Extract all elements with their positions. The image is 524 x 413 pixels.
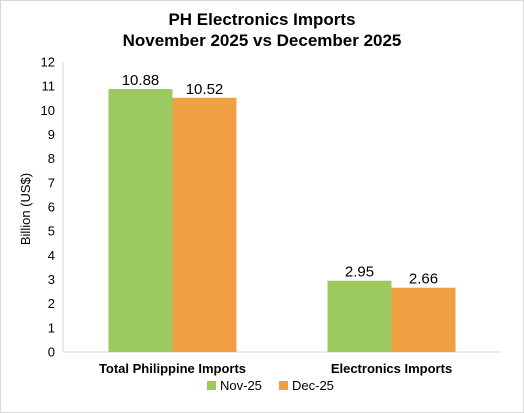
y-tick-label: 11 <box>42 79 56 94</box>
bar-nov-25-1 <box>108 89 173 353</box>
y-tick-label: 8 <box>48 151 55 166</box>
chart-title: PH Electronics Imports <box>168 10 355 29</box>
y-tick-label: 4 <box>48 248 55 263</box>
bar-nov-25-2 <box>327 280 392 352</box>
y-tick-label: 2 <box>48 296 55 311</box>
y-tick-label: 5 <box>48 224 55 239</box>
y-tick-label: 1 <box>48 320 55 335</box>
y-tick-label: 9 <box>48 127 55 142</box>
data-label: 10.52 <box>186 81 224 98</box>
bar-dec-25-1 <box>172 97 237 353</box>
data-label: 2.66 <box>409 271 438 288</box>
y-tick-label: 3 <box>48 272 55 287</box>
y-tick-label: 12 <box>41 55 55 70</box>
chart-subtitle: November 2025 vs December 2025 <box>123 31 402 50</box>
legend-swatch <box>207 381 216 390</box>
bar-dec-25-2 <box>391 287 456 352</box>
x-category-label: Electronics Imports <box>331 361 452 376</box>
y-axis-label: Billion (US$) <box>18 173 33 245</box>
x-category-label: Total Philippine Imports <box>99 361 246 376</box>
y-tick-label: 0 <box>48 345 55 360</box>
data-label: 2.95 <box>345 264 374 281</box>
legend-label: Dec-25 <box>292 378 334 393</box>
legend: Nov-25 Dec-25 <box>207 378 334 393</box>
legend-swatch <box>279 381 288 390</box>
legend-label: Nov-25 <box>220 378 262 393</box>
y-tick-label: 6 <box>48 200 55 215</box>
y-tick-label: 7 <box>48 175 55 190</box>
y-tick-label: 10 <box>41 103 55 118</box>
data-label: 10.88 <box>122 72 160 89</box>
